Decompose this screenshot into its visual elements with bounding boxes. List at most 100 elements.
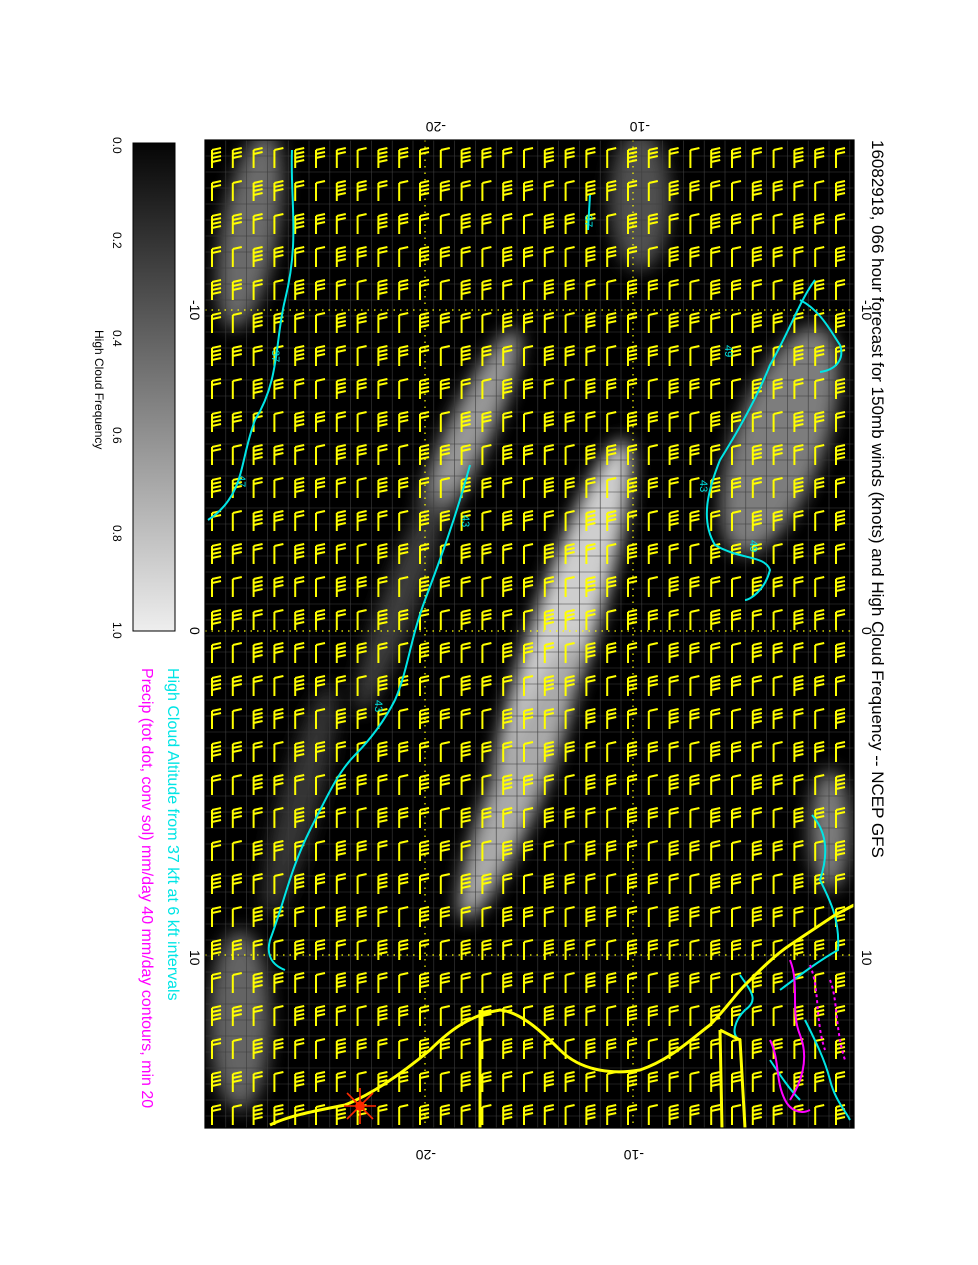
wind-barb (398, 576, 409, 597)
wind-barb (751, 477, 763, 498)
wind-barb (419, 939, 430, 960)
wind-barb (731, 180, 742, 201)
bottom-tick-label: -10 (624, 1147, 644, 1163)
wind-barb (543, 213, 555, 234)
wind-barb (731, 1005, 742, 1026)
wind-barb (689, 411, 700, 432)
wind-barb (772, 246, 783, 267)
left-tick-label: 10 (187, 950, 203, 966)
wind-barb (252, 246, 263, 267)
wind-barb (231, 807, 243, 828)
wind-barb (772, 411, 783, 432)
wind-barb (273, 444, 284, 465)
wind-barb (273, 378, 284, 399)
wind-barb (606, 807, 617, 828)
wind-barb (710, 807, 721, 828)
wind-barb (294, 246, 305, 267)
wind-barb (731, 1104, 742, 1125)
wind-barb (211, 279, 222, 300)
wind-barb (668, 510, 679, 531)
wind-barb (377, 939, 388, 960)
wind-barb (606, 840, 617, 861)
wind-barb (814, 576, 825, 597)
wind-barb (211, 411, 222, 432)
wind-barb (460, 312, 471, 333)
wind-barb (751, 1038, 763, 1059)
wind-barb (751, 576, 763, 597)
wind-barb (419, 972, 430, 993)
wind-barb (814, 312, 825, 333)
cloud-altitude-legend: High Cloud Altitude from 37 kft at 6 kft… (164, 668, 181, 1001)
wind-barb (668, 840, 679, 861)
wind-barb (585, 609, 596, 630)
wind-barb (751, 807, 763, 828)
graticule (205, 140, 854, 1128)
wind-barb (647, 972, 659, 993)
wind-barb (481, 807, 492, 828)
wind-barb (356, 279, 367, 300)
wind-barb (439, 1071, 451, 1092)
wind-barb (564, 279, 575, 300)
wind-barb (335, 312, 347, 333)
wind-barb (731, 609, 742, 630)
wind-barb (398, 147, 409, 168)
wind-barb (835, 543, 846, 564)
wind-barb (273, 642, 284, 663)
wind-barb (772, 807, 783, 828)
wind-barb (523, 873, 534, 894)
wind-barb (814, 378, 825, 399)
wind-barb (377, 279, 388, 300)
wind-barb (273, 939, 284, 960)
wind-barb (335, 642, 347, 663)
wind-barb (356, 840, 367, 861)
wind-barb (377, 741, 388, 762)
wind-barb (460, 741, 471, 762)
wind-barb (502, 312, 513, 333)
wind-barb (439, 444, 451, 465)
wind-barb (481, 378, 492, 399)
wind-barb (398, 543, 409, 564)
wind-barb (523, 774, 534, 795)
wind-barb (606, 345, 617, 366)
wind-barb (523, 147, 534, 168)
wind-barb (502, 180, 513, 201)
wind-barb (668, 411, 679, 432)
wind-barb (356, 708, 367, 729)
wind-barb (793, 1005, 804, 1026)
wind-barb (294, 444, 305, 465)
wind-barb (377, 180, 388, 201)
wind-barb (564, 972, 575, 993)
wind-barb (606, 1038, 617, 1059)
wind-barb (460, 840, 471, 861)
wind-barb (273, 1038, 284, 1059)
wind-barb (564, 675, 575, 696)
wind-barb (835, 576, 846, 597)
wind-barb (523, 1038, 534, 1059)
wind-barb (585, 444, 596, 465)
wind-barb (419, 873, 430, 894)
wind-barb (439, 774, 451, 795)
wind-barb (481, 543, 492, 564)
wind-barb (419, 642, 430, 663)
wind-barb (231, 477, 243, 498)
wind-barb (335, 972, 347, 993)
wind-barb (335, 510, 347, 531)
wind-barb (564, 444, 575, 465)
wind-barb (419, 1005, 430, 1026)
wind-barb (689, 840, 700, 861)
wind-barb (793, 411, 804, 432)
wind-barb (502, 543, 513, 564)
wind-barb (231, 246, 243, 267)
wind-barb (564, 774, 575, 795)
wind-barb (835, 708, 846, 729)
wind-barb (481, 576, 492, 597)
wind-barb (585, 741, 596, 762)
wind-barb (231, 510, 243, 531)
wind-barb (273, 477, 284, 498)
wind-barb (439, 312, 451, 333)
wind-barb (252, 510, 263, 531)
wind-barb (439, 609, 451, 630)
wind-barb (315, 873, 326, 894)
wind-barb (377, 972, 388, 993)
wind-barb (439, 1038, 451, 1059)
